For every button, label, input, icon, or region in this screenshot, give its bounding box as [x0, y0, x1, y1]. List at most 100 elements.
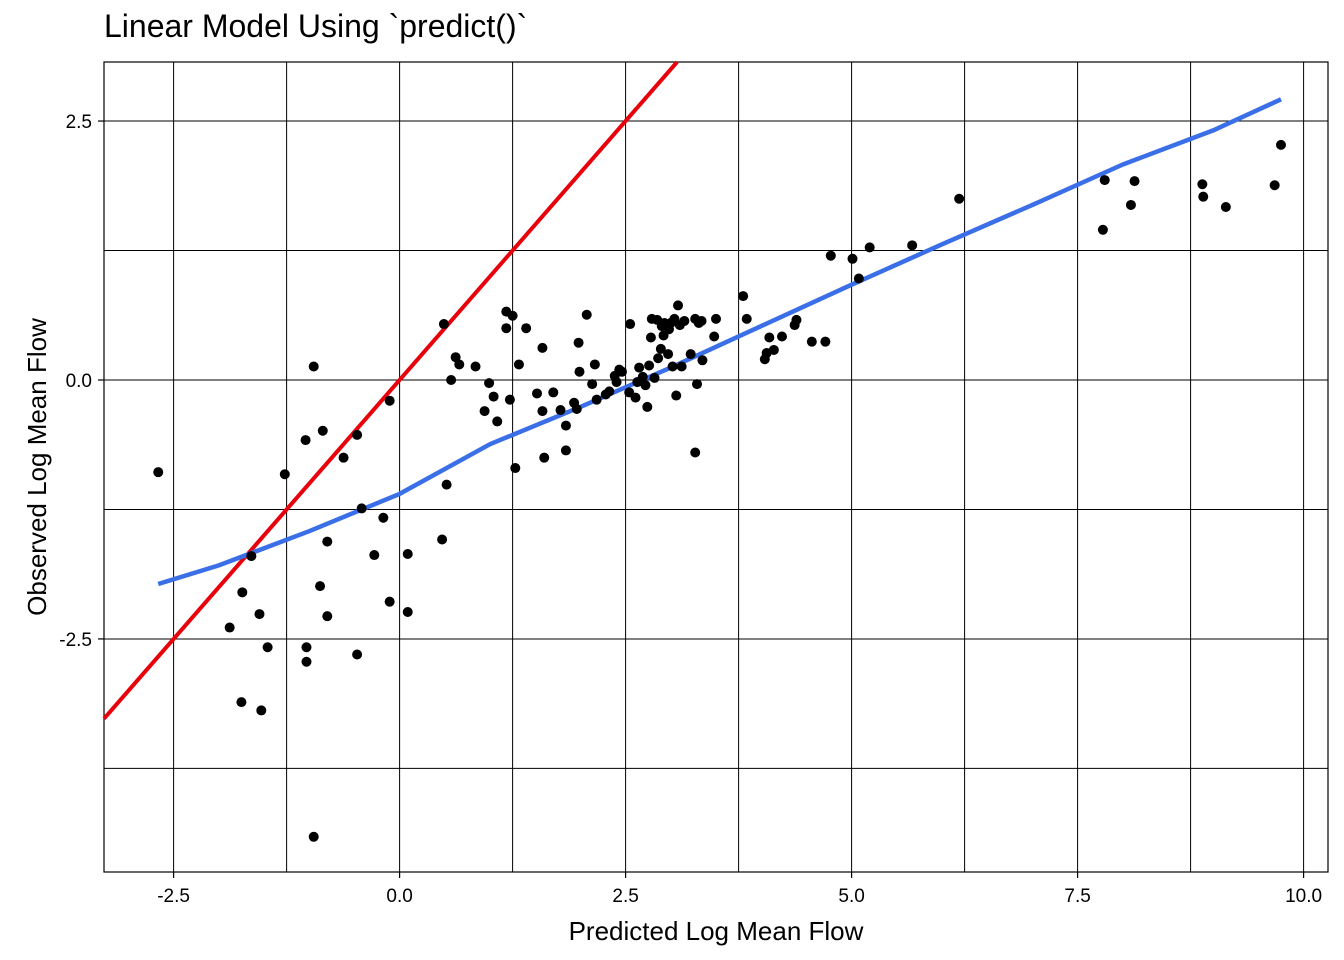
x-tick-label: 7.5 — [1064, 886, 1090, 907]
x-tick-label: -2.5 — [157, 886, 190, 907]
data-point — [847, 253, 858, 264]
data-point — [1275, 139, 1286, 150]
data-point — [246, 551, 257, 562]
data-point — [539, 452, 550, 463]
axis-ticks — [98, 120, 1305, 878]
data-point — [696, 315, 707, 326]
x-tick-label: 10.0 — [1285, 886, 1322, 907]
identity-line — [102, 60, 679, 721]
data-point — [488, 391, 499, 402]
data-point — [637, 371, 648, 382]
data-point — [548, 387, 559, 398]
y-tick-label: 2.5 — [66, 112, 92, 133]
x-tick-labels: -2.5 0.0 2.5 5.0 7.5 10.0 — [157, 886, 1322, 907]
data-point — [591, 394, 602, 405]
data-point — [907, 240, 918, 251]
data-point — [642, 401, 653, 412]
data-point — [537, 342, 548, 353]
data-point — [301, 642, 312, 653]
data-point — [521, 323, 532, 334]
data-point — [492, 416, 503, 427]
data-point — [764, 332, 775, 343]
chart-title: Linear Model Using `predict()` — [104, 8, 528, 44]
data-point — [532, 388, 543, 399]
data-point — [322, 536, 333, 547]
data-point — [153, 467, 164, 478]
data-point — [630, 392, 641, 403]
data-point — [692, 379, 703, 390]
x-tick-label: 2.5 — [612, 886, 638, 907]
data-point — [441, 479, 452, 490]
data-point — [484, 378, 495, 389]
data-point — [256, 705, 267, 716]
data-point — [378, 512, 389, 523]
y-tick-label: 0.0 — [66, 371, 92, 392]
data-point — [236, 697, 247, 708]
data-point — [571, 403, 582, 414]
data-point — [1097, 224, 1108, 235]
data-point — [1125, 199, 1136, 210]
data-point — [616, 366, 627, 377]
data-point — [560, 445, 571, 456]
x-tick-label: 0.0 — [386, 886, 412, 907]
data-point — [504, 394, 515, 405]
data-point — [738, 291, 749, 302]
data-point — [322, 611, 333, 622]
data-point — [611, 377, 622, 388]
data-point — [317, 425, 328, 436]
data-point — [308, 361, 319, 372]
data-point — [573, 337, 584, 348]
data-point — [437, 534, 448, 545]
data-point — [438, 319, 449, 330]
data-point — [625, 319, 636, 330]
data-point — [237, 587, 248, 598]
data-point — [587, 379, 598, 390]
data-point — [338, 452, 349, 463]
data-point — [634, 362, 645, 373]
data-point — [1198, 191, 1209, 202]
reference-lines — [102, 60, 1282, 721]
data-point — [513, 359, 524, 370]
data-point — [581, 309, 592, 320]
data-point — [954, 193, 965, 204]
data-point — [254, 609, 265, 620]
data-point — [676, 361, 687, 372]
data-point — [510, 463, 521, 474]
data-point — [768, 344, 779, 355]
data-point — [589, 359, 600, 370]
data-point — [262, 642, 273, 653]
data-point — [402, 607, 413, 618]
data-point — [446, 374, 457, 385]
data-point — [454, 359, 465, 370]
data-point — [352, 649, 363, 660]
y-tick-label: -2.5 — [59, 630, 92, 651]
data-point — [864, 242, 875, 253]
data-points — [153, 139, 1286, 842]
data-point — [574, 366, 585, 377]
y-axis-title: Observed Log Mean Flow — [22, 318, 52, 616]
y-tick-labels: -2.5 0.0 2.5 — [59, 112, 92, 651]
data-point — [776, 331, 787, 342]
data-point — [384, 596, 395, 607]
data-point — [644, 360, 655, 371]
data-point — [604, 386, 615, 397]
data-point — [685, 349, 696, 360]
data-point — [555, 405, 566, 416]
x-tick-label: 5.0 — [838, 886, 864, 907]
plot-frame — [103, 61, 1329, 873]
data-point — [709, 331, 720, 342]
data-point — [645, 332, 656, 343]
data-point — [507, 310, 518, 321]
data-point — [384, 395, 395, 406]
data-point — [655, 343, 666, 354]
data-point — [402, 549, 413, 560]
data-point — [301, 656, 312, 667]
data-point — [853, 273, 864, 284]
data-point — [673, 300, 684, 311]
data-point — [1269, 180, 1280, 191]
data-point — [649, 372, 660, 383]
data-point — [1220, 202, 1231, 213]
data-point — [470, 361, 481, 372]
data-point — [1129, 176, 1140, 187]
